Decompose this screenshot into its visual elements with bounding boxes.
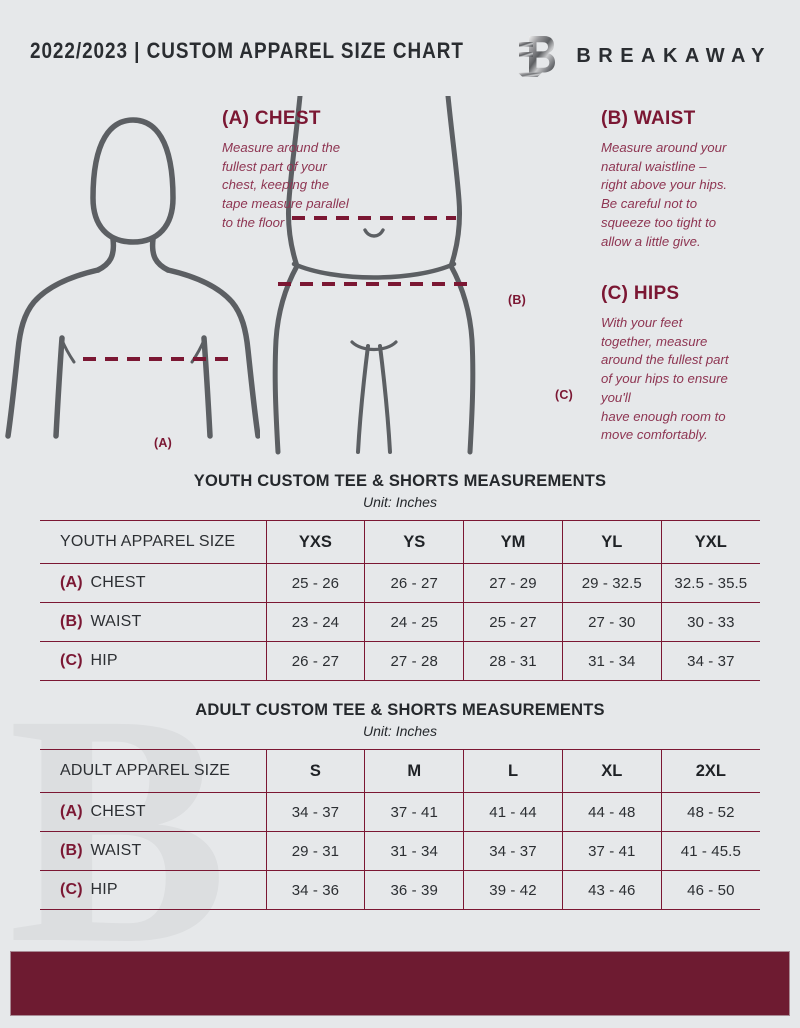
table-row-tag: (C) [60, 652, 83, 669]
table-row-label: (A) CHEST [40, 792, 267, 832]
table-header-size: YXS [265, 520, 366, 564]
table-row: (A) CHEST 34 - 37 37 - 41 41 - 44 44 - 48 48 … [40, 792, 760, 832]
table-cell-value: 37 - 41 [561, 831, 662, 871]
table-cell-value: 34 - 36 [265, 870, 366, 910]
table-cell-value: 34 - 37 [265, 792, 366, 832]
info-body-hips: With your feet together, measure around … [601, 315, 729, 443]
info-title-hips: (C) HIPS [601, 283, 680, 304]
table-cell-value: 24 - 25 [364, 602, 465, 642]
table-cell-value: 44 - 48 [561, 792, 662, 832]
table-cell-value: 39 - 42 [463, 870, 563, 910]
table-row-label: (B) WAIST [40, 602, 267, 642]
table-cell-value: 34 - 37 [463, 831, 563, 871]
table-header-size: 2XL [660, 749, 760, 793]
info-title-chest: (A) CHEST [222, 108, 321, 129]
table-row: (C) HIP 26 - 27 27 - 28 28 - 31 31 - 34 34 - … [40, 641, 760, 681]
table-row-label: (C) HIP [40, 870, 267, 910]
table-cell-value: 36 - 39 [364, 870, 465, 910]
table-row-tag: (B) [60, 842, 83, 859]
table-header-size: L [463, 749, 563, 793]
table-header-label: ADULT APPAREL SIZE [40, 749, 267, 793]
marker-label-a: (A) [154, 436, 172, 450]
info-block-chest: (A) CHEST Measure around the fullest par… [222, 108, 392, 233]
adult-table-title: ADULT CUSTOM TEE & SHORTS MEASUREMENTS [195, 701, 605, 719]
youth-size-table: YOUTH APPAREL SIZE YXS YS YM YL YXL (A) CHEST 2… [40, 520, 760, 681]
table-header-size: YXL [660, 520, 760, 564]
table-cell-value: 29 - 32.5 [561, 563, 662, 603]
adult-table-unit: Unit: Inches [363, 723, 437, 739]
table-cell-value: 41 - 45.5 [660, 831, 760, 871]
info-block-hips: (C) HIPS With your feet together, measur… [601, 283, 776, 445]
table-row: (B) WAIST 29 - 31 31 - 34 34 - 37 37 - 41 41 … [40, 831, 760, 871]
table-row-tag: (A) [60, 803, 83, 820]
table-cell-value: 27 - 29 [463, 563, 563, 603]
table-cell-value: 32.5 - 35.5 [660, 563, 760, 603]
table-cell-value: 43 - 46 [561, 870, 662, 910]
table-header-size: YM [463, 520, 563, 564]
male-torso-front-outline-icon [5, 117, 261, 439]
info-body-waist: Measure around your natural waistline – … [601, 140, 728, 249]
table-cell-value: 28 - 31 [463, 641, 563, 681]
table-row-label: (A) CHEST [40, 563, 267, 603]
table-header-label: YOUTH APPAREL SIZE [40, 520, 267, 564]
table-row: (C) HIP 34 - 36 36 - 39 39 - 42 43 - 46 46 - … [40, 870, 760, 910]
marker-label-c: (C) [555, 388, 573, 402]
table-cell-value: 37 - 41 [364, 792, 465, 832]
table-cell-value: 31 - 34 [561, 641, 662, 681]
table-cell-value: 34 - 37 [660, 641, 760, 681]
info-block-waist: (B) WAIST Measure around your natural wa… [601, 108, 776, 251]
table-row-label: (B) WAIST [40, 831, 267, 871]
table-header-size: YS [364, 520, 465, 564]
info-title-waist: (B) WAIST [601, 108, 696, 129]
page-header: 2022/2023 | CUSTOM APPAREL SIZE CHART [0, 0, 800, 96]
brand-name: BREAKAWAY [576, 44, 772, 67]
table-header-row: YOUTH APPAREL SIZE YXS YS YM YL YXL [40, 520, 760, 564]
youth-table-unit: Unit: Inches [363, 494, 437, 510]
table-cell-value: 23 - 24 [265, 602, 366, 642]
table-header-size: XL [561, 749, 662, 793]
info-body-chest: Measure around the fullest part of your … [222, 140, 349, 230]
page-title: 2022/2023 | CUSTOM APPAREL SIZE CHART [30, 38, 464, 63]
breakaway-b-logo-icon [516, 34, 558, 78]
table-header-size: YL [561, 520, 662, 564]
marker-label-b: (B) [508, 293, 526, 307]
table-row: (B) WAIST 23 - 24 24 - 25 25 - 27 27 - 30 30 … [40, 602, 760, 642]
table-row-tag: (B) [60, 613, 83, 630]
table-cell-value: 48 - 52 [660, 792, 760, 832]
table-row-tag: (A) [60, 574, 83, 591]
table-cell-value: 31 - 34 [364, 831, 465, 871]
table-cell-value: 27 - 30 [561, 602, 662, 642]
table-cell-value: 27 - 28 [364, 641, 465, 681]
table-cell-value: 25 - 26 [265, 563, 366, 603]
table-cell-value: 41 - 44 [463, 792, 563, 832]
brand-lockup: BREAKAWAY [516, 34, 772, 78]
table-cell-value: 29 - 31 [265, 831, 366, 871]
table-cell-value: 30 - 33 [660, 602, 760, 642]
adult-measurements-section: ADULT CUSTOM TEE & SHORTS MEASUREMENTS U… [0, 701, 800, 910]
table-cell-value: 25 - 27 [463, 602, 563, 642]
table-row-tag: (C) [60, 881, 83, 898]
youth-table-title: YOUTH CUSTOM TEE & SHORTS MEASUREMENTS [193, 472, 607, 490]
table-header-size: S [265, 749, 366, 793]
table-cell-value: 26 - 27 [265, 641, 366, 681]
table-cell-value: 26 - 27 [364, 563, 465, 603]
table-cell-value: 46 - 50 [660, 870, 760, 910]
adult-size-table: ADULT APPAREL SIZE S M L XL 2XL (A) CHEST 34 - … [40, 749, 760, 910]
table-row-label: (C) HIP [40, 641, 267, 681]
hips-waist-front-outline-icon [273, 93, 476, 455]
table-header-size: M [364, 749, 465, 793]
measurement-illustrations: (A) (B) (C) [0, 93, 800, 466]
youth-measurements-section: YOUTH CUSTOM TEE & SHORTS MEASUREMENTS U… [0, 472, 800, 681]
table-header-row: ADULT APPAREL SIZE S M L XL 2XL [40, 749, 760, 793]
footer-bar [10, 951, 790, 1016]
table-row: (A) CHEST 25 - 26 26 - 27 27 - 29 29 - 32.5 3… [40, 563, 760, 603]
